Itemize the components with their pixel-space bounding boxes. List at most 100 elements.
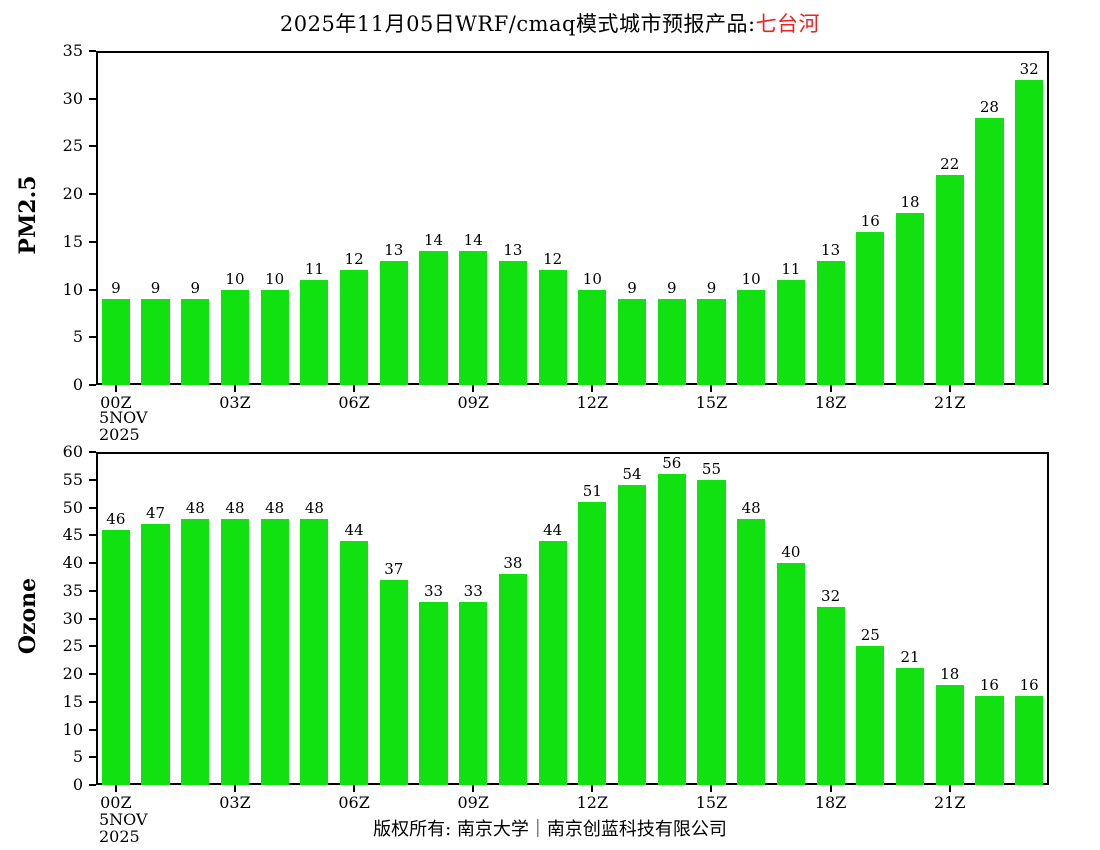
- y-axis-tick-label: 10: [62, 719, 83, 739]
- bar-value-label: 47: [146, 504, 166, 523]
- y-axis-tick: [89, 384, 96, 386]
- x-axis-date-label: 5NOV 2025: [99, 409, 148, 444]
- y-axis-label-pm25: PM2.5: [15, 175, 41, 255]
- bar: [737, 518, 766, 785]
- bar: [1015, 696, 1044, 785]
- y-axis-tick: [89, 617, 96, 620]
- x-axis-tick-label: 03Z: [219, 793, 251, 812]
- bar-value-label: 18: [900, 193, 920, 212]
- bar-value-label: 9: [706, 279, 717, 298]
- bar: [379, 260, 408, 385]
- x-axis-date-label: 5NOV 2025: [99, 810, 148, 846]
- bar: [101, 299, 130, 385]
- y-axis-tick-label: 25: [62, 136, 83, 156]
- bar-value-label: 25: [860, 626, 880, 645]
- bar-value-label: 11: [304, 260, 324, 279]
- bar: [1015, 79, 1044, 385]
- bar-value-label: 10: [265, 269, 285, 288]
- y-axis-tick-label: 20: [62, 664, 83, 683]
- bar-value-label: 13: [503, 240, 523, 259]
- bar-value-label: 10: [582, 269, 602, 288]
- bar: [895, 668, 925, 785]
- bar-value-label: 11: [781, 260, 801, 279]
- bar: [419, 601, 448, 785]
- bar-value-label: 56: [662, 454, 682, 473]
- x-axis-tick: [710, 385, 713, 392]
- bar-value-label: 51: [582, 481, 602, 500]
- y-axis-tick-label: 60: [62, 442, 83, 461]
- bar-value-label: 32: [1019, 59, 1039, 78]
- bar-value-label: 14: [423, 231, 444, 250]
- bar: [737, 289, 766, 385]
- bar-value-label: 10: [225, 269, 245, 288]
- bar-value-label: 13: [384, 240, 404, 259]
- bar-value-label: 9: [190, 279, 201, 298]
- x-axis-tick-label: 15Z: [695, 393, 728, 412]
- y-axis-tick-label: 55: [62, 469, 83, 489]
- y-axis-tick: [89, 478, 96, 481]
- x-axis-tick: [233, 385, 236, 392]
- x-axis-tick: [710, 785, 713, 792]
- bar-value-label: 9: [111, 279, 121, 298]
- x-axis-tick: [948, 385, 951, 392]
- bar: [379, 579, 408, 785]
- x-axis-tick-label: 06Z: [338, 793, 370, 812]
- x-axis-date-line: 2025: [99, 826, 140, 846]
- x-axis-tick: [233, 785, 236, 792]
- bar-value-label: 55: [701, 459, 722, 478]
- bar-value-label: 40: [781, 543, 801, 561]
- x-axis-tick: [114, 385, 117, 392]
- bar: [220, 518, 250, 785]
- y-axis-tick: [89, 336, 96, 339]
- bar: [141, 299, 170, 385]
- x-axis-tick: [948, 785, 951, 792]
- y-axis-tick: [89, 451, 96, 453]
- x-axis-tick-label: 03Z: [219, 393, 251, 412]
- y-axis-tick-label: 20: [62, 184, 83, 204]
- y-axis-tick: [89, 288, 96, 291]
- bar: [856, 232, 885, 385]
- y-axis-tick: [89, 784, 96, 786]
- y-axis-tick: [89, 240, 96, 243]
- x-axis-tick-label: 00Z: [100, 393, 132, 412]
- page-title-city: 七台河: [755, 12, 821, 36]
- x-axis-date-line: 5NOV: [99, 810, 148, 829]
- y-axis-tick: [89, 728, 96, 731]
- bar-value-label: 54: [622, 465, 642, 484]
- bar-value-label: 22: [940, 155, 960, 174]
- y-axis-tick-label: 15: [62, 691, 83, 711]
- x-axis-tick: [591, 385, 594, 392]
- bar: [935, 685, 964, 785]
- bar-value-label: 21: [900, 648, 920, 667]
- y-axis-tick: [89, 97, 96, 100]
- bar-value-label: 9: [627, 279, 637, 298]
- y-axis-tick: [89, 673, 96, 675]
- y-axis-tick-label: 30: [62, 88, 83, 108]
- bar: [260, 289, 289, 385]
- bar-value-label: 16: [860, 212, 880, 231]
- bar: [856, 646, 885, 785]
- bar: [300, 518, 329, 785]
- page-title-prefix: 2025年11月05日WRF/cmaq模式城市预报产品:: [279, 12, 756, 36]
- y-axis-tick-label: 25: [62, 636, 83, 656]
- bar-value-label: 44: [344, 520, 364, 539]
- y-axis-tick: [89, 145, 96, 148]
- y-axis-tick-label: 45: [62, 525, 83, 545]
- y-axis-tick-label: 5: [72, 747, 83, 767]
- x-axis-tick-label: 15Z: [695, 793, 728, 812]
- bar: [578, 501, 607, 785]
- copyright-footer: 版权所有: 南京大学｜南京创蓝科技有限公司: [373, 819, 727, 840]
- x-axis-tick-label: 12Z: [576, 393, 609, 412]
- bar-value-label: 10: [741, 269, 761, 288]
- y-axis-tick: [89, 50, 96, 52]
- y-axis-tick-label: 30: [62, 608, 83, 628]
- x-axis-tick-label: 21Z: [933, 793, 966, 812]
- y-axis-tick: [89, 756, 96, 759]
- x-axis-tick: [829, 785, 832, 792]
- x-axis-tick: [591, 785, 594, 792]
- bar: [657, 299, 686, 385]
- bar: [975, 117, 1004, 385]
- bar-value-label: 32: [821, 587, 841, 606]
- bar-value-label: 18: [940, 665, 960, 684]
- bar: [975, 696, 1004, 785]
